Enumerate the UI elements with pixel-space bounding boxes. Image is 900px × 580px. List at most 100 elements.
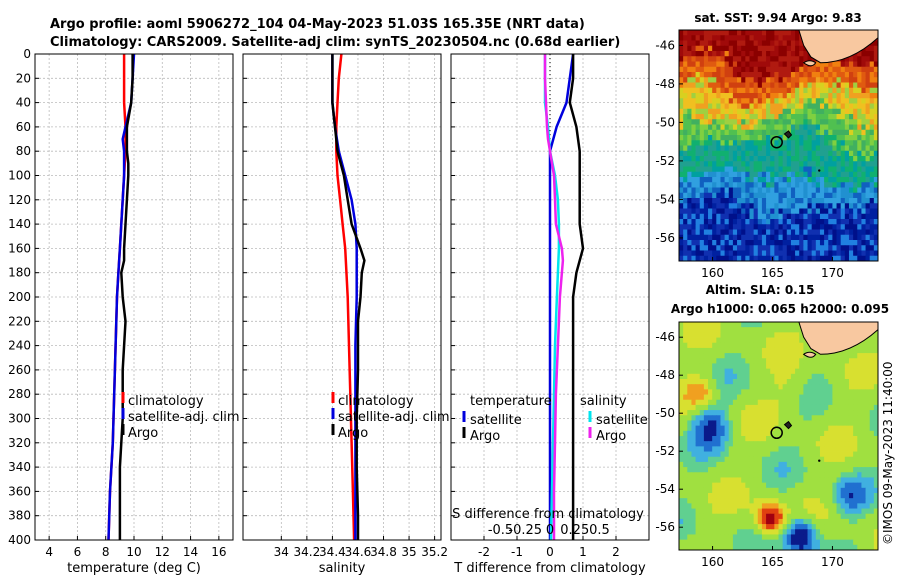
map-pixel — [691, 150, 696, 157]
map-pixel — [724, 373, 730, 380]
map-pixel — [745, 219, 750, 225]
map-pixel — [761, 66, 767, 73]
map-pixel — [840, 98, 846, 104]
map-pixel — [716, 51, 721, 57]
map-pixel — [836, 461, 842, 468]
map-pixel — [724, 219, 730, 225]
map-pixel — [848, 119, 854, 125]
map-pixel — [819, 379, 825, 385]
map-pixel — [819, 224, 825, 230]
map-pixel — [857, 425, 862, 432]
map-pixel — [732, 436, 738, 442]
map-pixel — [732, 451, 738, 458]
map-pixel — [869, 208, 875, 215]
map-pixel — [728, 203, 734, 209]
map-pixel — [774, 389, 779, 395]
map-pixel — [699, 203, 705, 209]
map-pixel — [761, 171, 767, 178]
map-pixel — [679, 539, 684, 546]
map-pixel — [824, 389, 829, 395]
map-pixel — [861, 182, 866, 188]
map-pixel — [795, 420, 800, 427]
map-pixel — [745, 358, 750, 364]
map-pixel — [861, 61, 866, 68]
map-pixel — [737, 150, 742, 157]
map-pixel — [737, 229, 742, 236]
x-tick-label: 8 — [102, 545, 110, 559]
map-pixel — [774, 219, 779, 225]
map-pixel — [782, 229, 788, 236]
map-pixel — [828, 358, 833, 364]
map-pixel — [790, 114, 796, 120]
map-pixel — [836, 140, 842, 146]
map-pixel — [732, 255, 738, 262]
map-pixel — [857, 539, 862, 546]
map-pixel — [774, 404, 779, 411]
map-pixel — [761, 389, 767, 395]
map-pixel — [811, 384, 817, 390]
map-pixel — [761, 498, 767, 504]
map-pixel — [869, 124, 875, 131]
map-pixel — [790, 51, 796, 57]
map-pixel — [749, 529, 755, 535]
map-pixel — [745, 51, 750, 57]
map-pixel — [815, 245, 821, 251]
map-pixel — [799, 119, 804, 125]
map-pixel — [865, 467, 871, 473]
map-pixel — [828, 487, 833, 494]
map-pixel — [708, 56, 713, 62]
map-pixel — [848, 255, 854, 262]
map-pixel — [749, 472, 755, 478]
map-pixel — [732, 119, 738, 125]
map-pixel — [683, 534, 688, 541]
map-pixel — [708, 82, 713, 89]
map-pixel — [687, 250, 692, 257]
map-pixel — [699, 368, 705, 375]
map-pixel — [844, 114, 850, 120]
map-pixel — [745, 534, 750, 541]
map-pixel — [844, 182, 850, 188]
map-pixel — [695, 358, 701, 364]
map-pixel — [836, 389, 842, 395]
map-pixel — [836, 451, 842, 458]
map-pixel — [712, 45, 717, 52]
map-pixel — [782, 498, 788, 504]
map-pixel — [782, 87, 788, 94]
map-pixel — [679, 82, 684, 89]
map-pixel — [699, 358, 705, 364]
map-pixel — [687, 51, 692, 57]
map-pixel — [795, 234, 800, 241]
map-pixel — [786, 61, 792, 68]
y-tick-label: 100 — [8, 169, 31, 183]
map-pixel — [753, 363, 759, 370]
map-pixel — [728, 156, 734, 162]
map-pixel — [778, 467, 784, 473]
map-pixel — [774, 56, 779, 62]
map-pixel — [790, 415, 796, 421]
map-pixel — [853, 103, 858, 110]
map-pixel — [766, 35, 771, 41]
map-pixel — [708, 119, 713, 125]
map-pixel — [703, 82, 709, 89]
map-pixel — [720, 35, 726, 41]
map-pixel — [766, 56, 771, 62]
map-pixel — [786, 114, 792, 120]
map-pixel — [778, 477, 784, 484]
map-pixel — [782, 40, 788, 47]
map-pixel — [807, 82, 813, 89]
map-pixel — [869, 108, 875, 115]
map-pixel — [749, 503, 755, 509]
map-pixel — [716, 245, 721, 251]
map-pixel — [778, 441, 784, 447]
map-pixel — [679, 487, 684, 494]
map-pixel — [786, 87, 792, 94]
map-pixel — [828, 234, 833, 241]
map-pixel — [844, 493, 850, 499]
map-pixel — [832, 255, 837, 262]
map-pixel — [774, 156, 779, 162]
map-pixel — [703, 245, 709, 251]
map-pixel — [824, 219, 829, 225]
map-pixel — [753, 213, 759, 220]
map-pixel — [770, 82, 775, 89]
map-pixel — [761, 129, 767, 136]
